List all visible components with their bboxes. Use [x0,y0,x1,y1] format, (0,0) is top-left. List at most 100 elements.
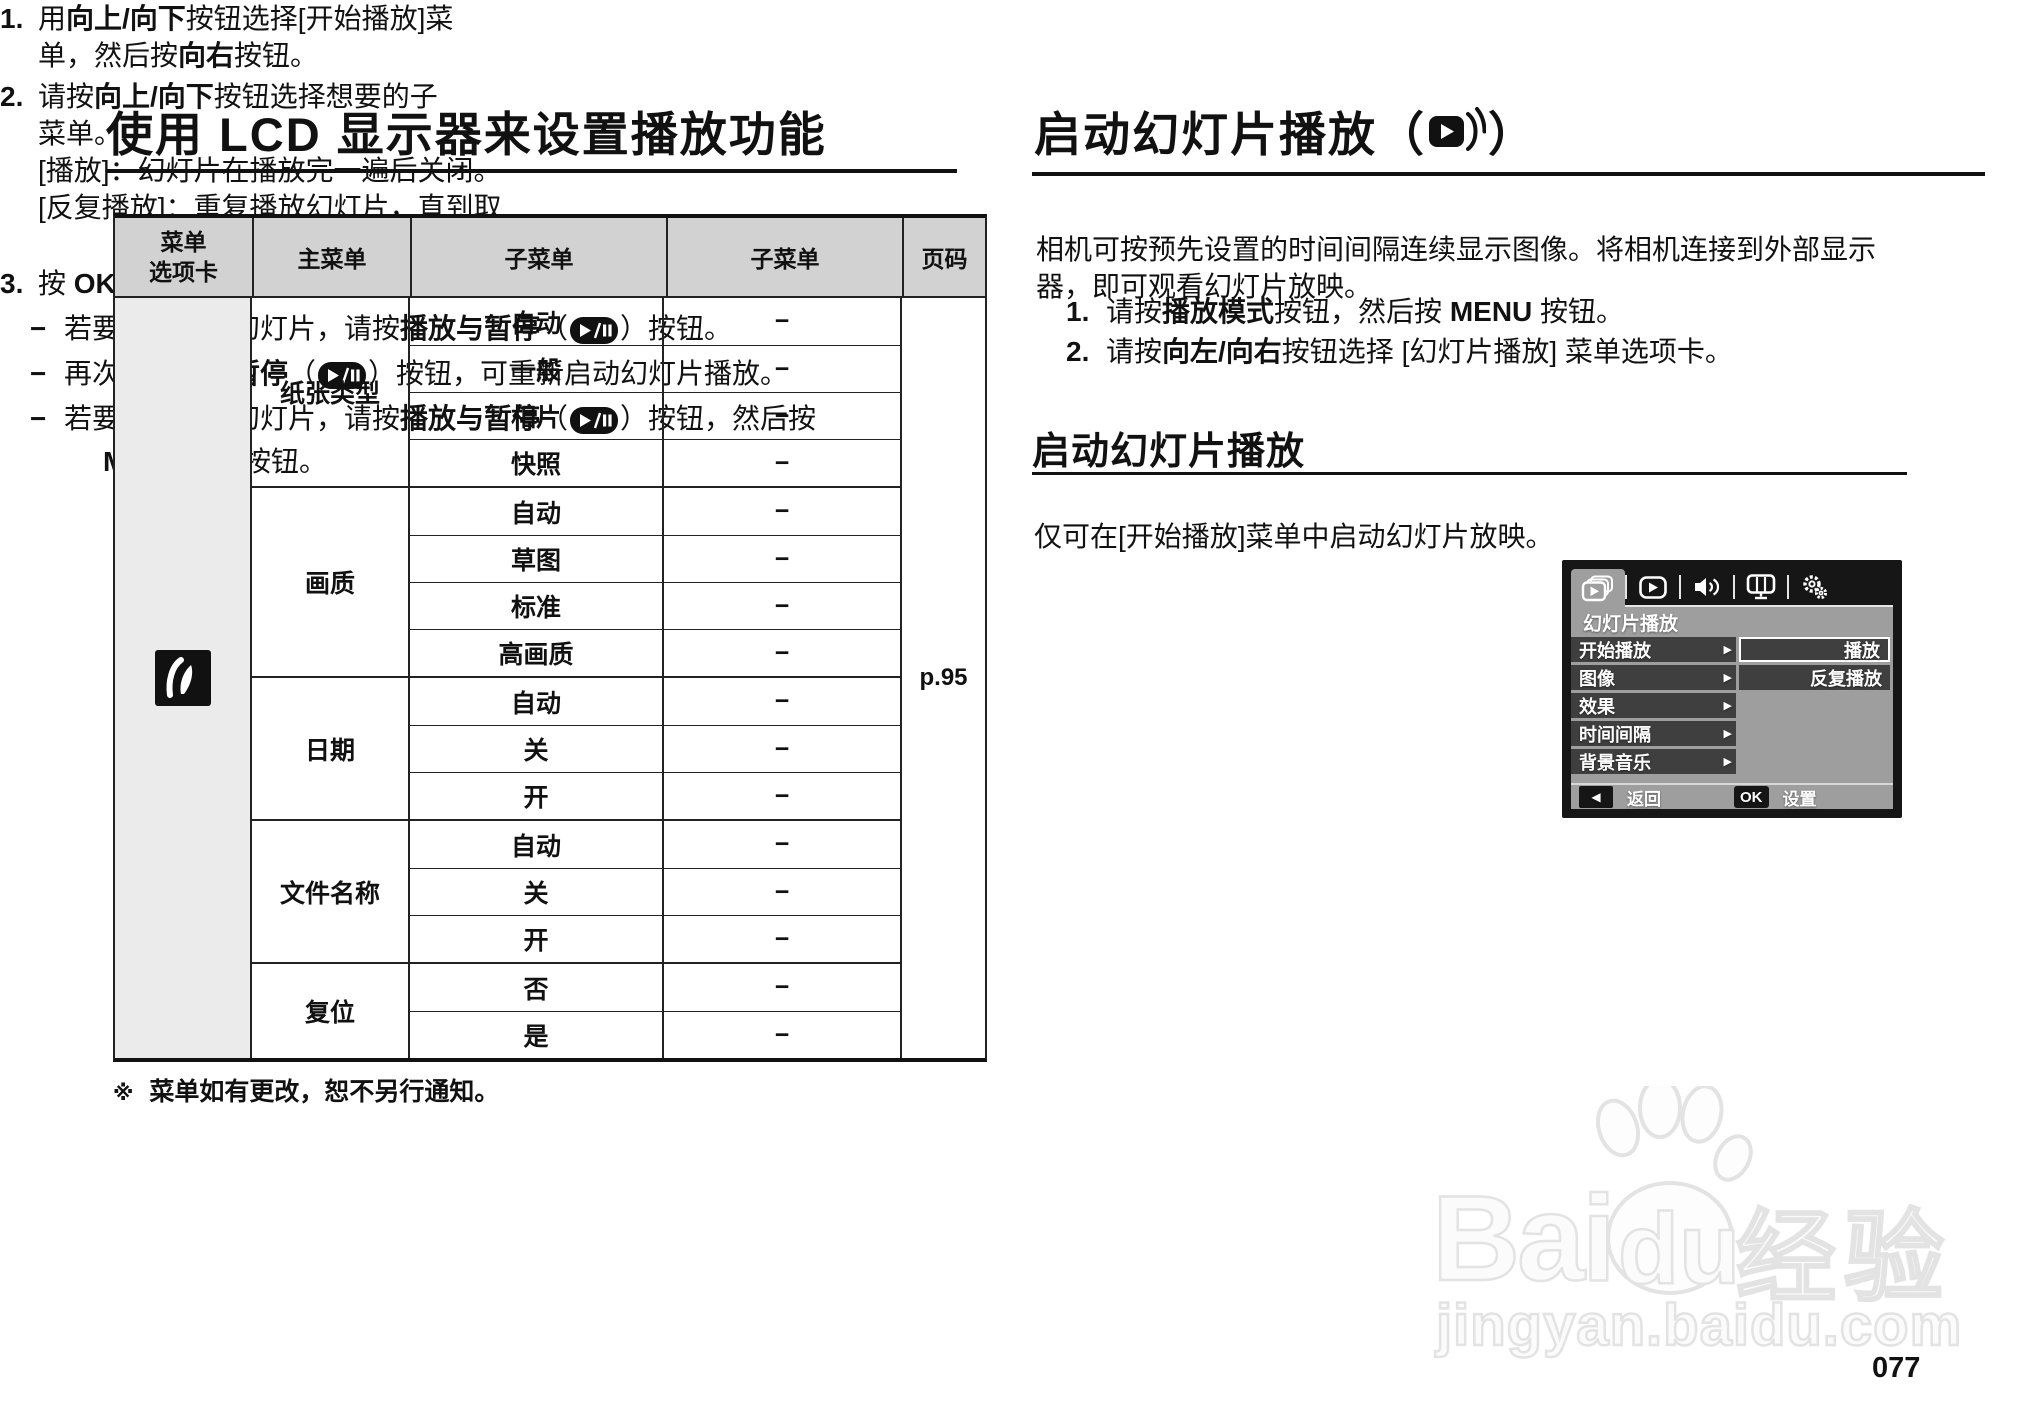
step-number: 3. [0,268,24,299]
dash-cell: − [774,830,790,858]
header-menu-tab: 菜单 选项卡 [115,218,252,296]
menu-tab-cell [115,298,252,1058]
main-menu-cell: 文件名称 [252,821,410,962]
dash-cell: − [774,544,790,573]
table-footnote: ※ 菜单如有更改，恕不另行通知。 [113,1072,499,1108]
table-row: 否 − [410,964,900,1011]
table-group: 复位 否 − 是 − [252,962,900,1058]
dash-cell: − [774,354,790,383]
play-tab-icon [1639,575,1667,599]
section-rule [1032,472,1907,475]
tab-separator [1733,575,1735,599]
step-number: 1. [0,3,24,34]
table-group: 画质 自动 − 草图 − 标准 − 高画质 − [252,486,900,676]
step-1-line-2: 单，然后按向右按钮。 [38,40,319,71]
sub-menu-cell: 高画质 [410,630,664,676]
slideshow-tab-icon [1581,575,1613,601]
header-sub-menu-2: 子菜单 [666,218,902,296]
sub-menu-cell: 自动 [410,678,664,725]
dash-cell: − [774,497,790,525]
baidu-paw-icon [1595,1086,1753,1295]
step-number: 2. [1066,336,1090,367]
header-sub-menu-1: 子菜单 [410,218,666,296]
table-row: 快照 − [410,439,900,486]
dash-cell: − [774,734,790,763]
menu-item-effect: 效果 ▶ [1571,693,1736,718]
section-intro: 仅可在[开始播放]菜单中启动幻灯片放映。 [1034,521,1554,552]
step-1-line-1: 1. 用向上/向下按钮选择[开始播放]菜 [0,0,505,37]
step-1: 1. 请按播放模式按钮，然后按 MENU 按钮。 [1066,292,1733,332]
menu-item-images: 图像 ▶ [1571,665,1736,690]
table-body: 纸张类型 自动 − 一般 − 相片 − 快照 − 画质 自动 − 草图 − 标准 − [115,298,985,1058]
step-text: 请按向左/向右按钮选择 [幻灯片播放] 菜单选项卡。 [1106,336,1733,367]
settings-gears-icon [1803,575,1828,600]
sub-menu-cell: 开 [410,916,664,962]
baidu-jingyan-watermark: 经验 [1735,1201,1952,1316]
sub-menu-cell: 否 [410,964,664,1011]
tab-separator [1787,575,1789,599]
sub-menu-cell: 开 [410,773,664,819]
table-row: 草图 − [410,535,900,582]
sub-menu-cell: 标准 [410,583,664,629]
back-label: 返回 [1627,789,1661,809]
option-repeat-play: 反复播放 [1739,665,1890,690]
footnote-text: 菜单如有更改，恕不另行通知。 [149,1078,500,1106]
watermark-url: jingyan.baidu.com [1435,1292,1963,1360]
table-row: 自动 − [410,678,900,725]
arrow-right-icon: ▶ [1723,700,1732,712]
tab-settings [1789,569,1841,605]
header-menu-tab-line2: 选项卡 [149,259,218,285]
arrow-right-icon: ▶ [1723,728,1732,740]
sub-menu-cell: 关 [410,869,664,915]
dash-cell: − [774,307,790,335]
step-2: 2. 请按向左/向右按钮选择 [幻灯片播放] 菜单选项卡。 [1066,332,1733,372]
table-row: 一般 − [410,345,900,392]
table-row: 关 − [410,725,900,772]
tab-play [1627,569,1679,605]
section-title: 启动幻灯片播放 [1032,431,1306,473]
table-row: 自动 − [410,298,900,345]
table-row: 开 − [410,915,900,962]
header-menu-tab-line1: 菜单 [160,229,207,255]
tab-separator [1625,575,1627,599]
play-pause-icon [570,407,619,434]
dash-cell: − [774,781,790,810]
arrow-right-icon: ▶ [1723,672,1732,684]
main-menu-cell: 复位 [252,964,410,1058]
dash-cell: − [774,687,790,715]
header-main-menu: 主菜单 [252,218,410,296]
table-row: 相片 − [410,392,900,439]
camera-submenu-options: 播放 反复播放 [1739,637,1890,783]
menu-item-music: 背景音乐 ▶ [1571,749,1736,774]
main-menu-cell: 纸张类型 [252,298,410,486]
sub-menu-cell: 是 [410,1012,664,1058]
play-pause-icon [318,362,367,389]
baidu-watermark-du: du [1617,1192,1742,1307]
title-rule-right [1032,172,1985,176]
page-title-right: 启动幻灯片播放（ ） [1034,96,1537,165]
slideshow-title-icon [1429,106,1486,151]
ok-badge: OK [1734,786,1769,808]
sub-menu-cell: 一般 [410,346,664,392]
baidu-watermark-brand: Bai [1431,1169,1617,1308]
page-title-right-text: 启动幻灯片播放 [1034,108,1377,161]
play-pause-icon [570,317,619,344]
table-row: 开 − [410,772,900,819]
camera-tab-bar [1571,569,1893,607]
camera-menu-title: 幻灯片播放 [1583,613,1679,635]
main-menu-cell: 日期 [252,678,410,819]
paren-close: ） [1488,108,1537,161]
step-text: 请按播放模式按钮，然后按 MENU 按钮。 [1106,296,1625,327]
table-row: 标准 − [410,582,900,629]
footnote-mark: ※ [113,1082,134,1105]
display-icon [1746,574,1776,600]
bullet-dash: − [30,313,47,344]
table-group: 日期 自动 − 关 − 开 − [252,676,900,819]
dash-cell: − [774,877,790,906]
camera-footer-bar: ◀ 返回 OK 设置 [1571,783,1893,809]
table-group: 文件名称 自动 − 关 − 开 − [252,819,900,962]
sub-menu-cell: 相片 [410,393,664,439]
camera-menu-items: 开始播放 ▶ 图像 ▶ 效果 ▶ 时间间隔 ▶ 背景音乐 ▶ [1571,637,1736,783]
dash-cell: − [774,448,790,477]
sub-menu-cell: 关 [410,726,664,772]
